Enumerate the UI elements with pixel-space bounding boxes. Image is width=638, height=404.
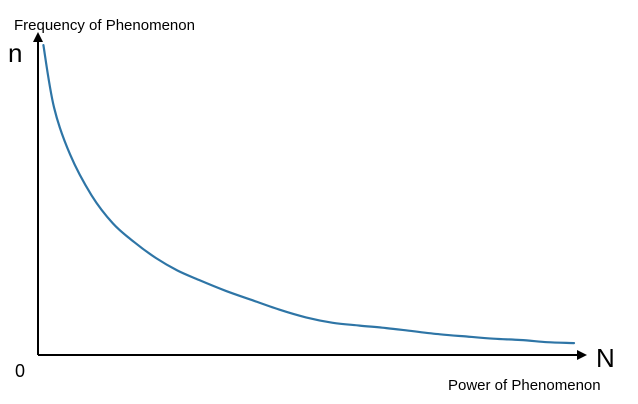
series-line-0 [42, 44, 576, 345]
y-axis-symbol: n [8, 38, 22, 68]
x-axis-label: Power of Phenomenon [448, 377, 601, 394]
origin-label: 0 [15, 361, 25, 381]
x-axis-symbol: N [596, 343, 615, 373]
y-axis-label: Frequency of Phenomenon [14, 17, 195, 34]
x-axis-arrow [577, 350, 587, 360]
y-axis-arrow [33, 32, 43, 42]
